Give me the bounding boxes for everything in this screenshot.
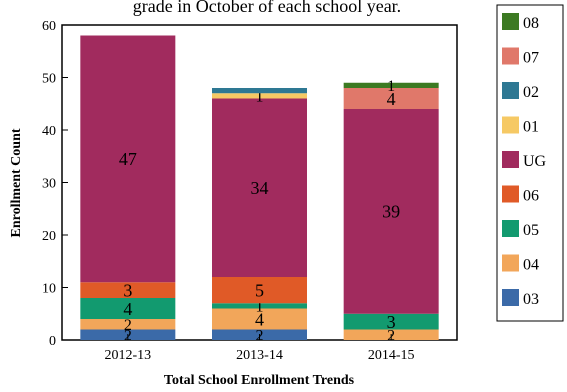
bar-segment-ug-2014-15 (343, 109, 439, 314)
legend-swatch-ug (502, 151, 519, 168)
data-label: 2 (124, 317, 132, 334)
bar-segment-07-2014-15 (343, 88, 439, 109)
legend-swatch-01 (502, 116, 519, 134)
data-label: 47 (119, 149, 137, 169)
y-tick-label: 40 (42, 124, 56, 139)
y-tick-label: 20 (42, 229, 56, 244)
legend-label-04: 04 (523, 257, 539, 274)
x-axis-title: Total School Enrollment Trends (164, 373, 355, 388)
legend-label-06: 06 (523, 188, 539, 205)
legend-label-02: 02 (523, 84, 539, 101)
data-label: 5 (255, 280, 264, 300)
y-axis-title: Enrollment Count (9, 128, 24, 237)
bar-segment-06-2013-14 (212, 277, 307, 304)
y-tick-label: 60 (42, 19, 56, 34)
data-label: 1 (256, 298, 264, 315)
legend-swatch-02 (502, 82, 519, 99)
legend-label-01: 01 (523, 119, 539, 136)
bar-segment-08-2014-15 (343, 82, 439, 88)
bar-segment-ug-2012-13 (80, 35, 176, 283)
legend-swatch-03 (502, 289, 519, 306)
data-label: 34 (251, 178, 269, 198)
data-label: 1 (387, 78, 395, 95)
bar-segment-06-2012-13 (80, 282, 176, 298)
data-label: 3 (123, 280, 132, 300)
legend-label-ug: UG (523, 153, 547, 170)
y-tick-label: 30 (42, 177, 56, 192)
legend-label-07: 07 (523, 50, 539, 67)
bar-segment-05-2013-14 (212, 303, 307, 309)
y-tick-label: 10 (42, 282, 56, 297)
bar-segment-02-2013-14 (212, 88, 307, 94)
legend-label-05: 05 (523, 222, 539, 239)
legend-swatch-06 (502, 185, 519, 203)
data-label: 4 (123, 299, 132, 319)
x-tick-label: 2012-13 (104, 348, 151, 363)
bar-segment-05-2012-13 (80, 298, 176, 319)
bar-segment-05-2014-15 (343, 313, 439, 330)
legend-label-03: 03 (523, 291, 539, 308)
data-label: 3 (387, 312, 396, 332)
data-label: 1 (256, 88, 264, 105)
bar-segment-04-2013-14 (212, 308, 307, 330)
bar-segment-01-2013-14 (212, 93, 307, 99)
legend-swatch-04 (502, 254, 519, 272)
data-label: 4 (255, 309, 264, 329)
bar-segment-04-2012-13 (80, 319, 176, 330)
legend: 08 07 02 01 UG 06 05 04 03 (496, 4, 564, 322)
x-tick-label: 2013-14 (236, 348, 283, 363)
legend-label-08: 08 (523, 15, 539, 32)
legend-swatch-08 (502, 13, 519, 30)
legend-swatch-07 (502, 47, 519, 65)
legend-swatch-05 (502, 220, 519, 237)
data-label: 39 (382, 202, 400, 222)
y-tick-label: 50 (42, 72, 56, 87)
plot-area: 01020304050602243472012-1324153412013-14… (42, 19, 458, 363)
data-label: 4 (387, 89, 396, 109)
bar-segment-ug-2013-14 (212, 98, 307, 277)
y-tick-label: 0 (49, 334, 56, 349)
chart-title: grade in October of each school year. (133, 0, 401, 16)
x-tick-label: 2014-15 (368, 348, 415, 363)
